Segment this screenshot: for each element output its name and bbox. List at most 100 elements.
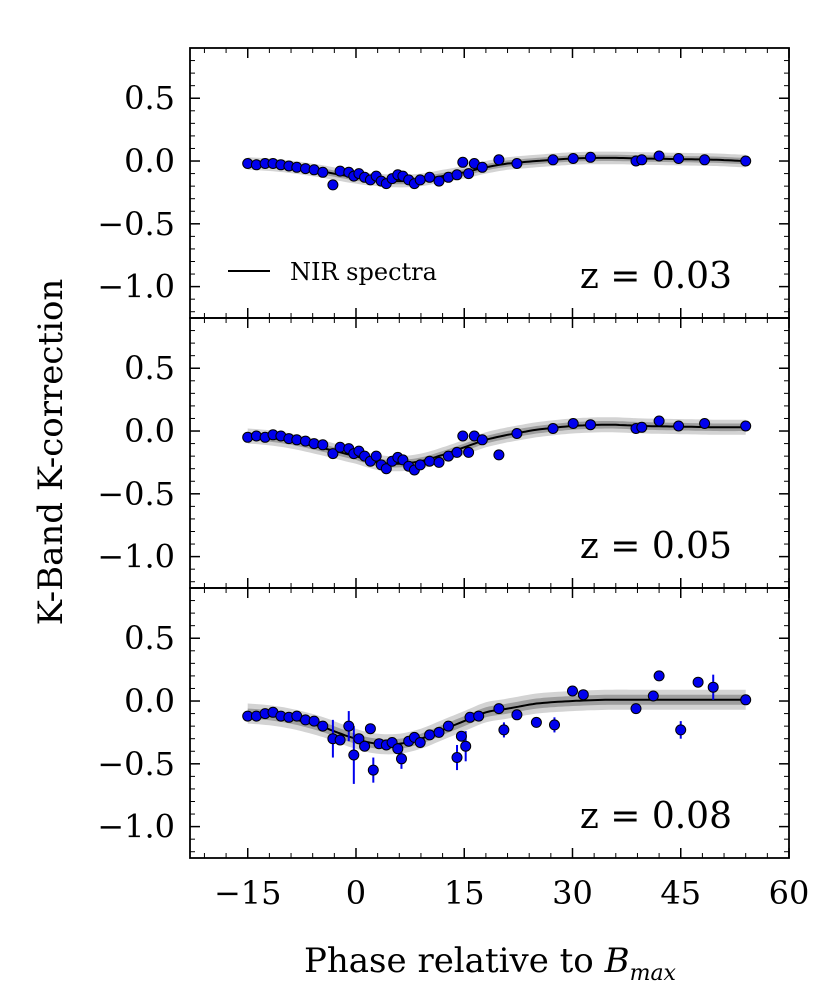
data-point	[740, 155, 752, 167]
data-point	[653, 150, 665, 162]
data-point	[707, 681, 719, 693]
data-point	[699, 418, 711, 429]
data-point	[653, 415, 665, 427]
data-point	[699, 154, 711, 166]
y-axis-title: K-Band K-correction	[31, 279, 71, 626]
data-point	[647, 690, 659, 702]
data-point	[653, 670, 665, 682]
data-point	[451, 169, 463, 181]
y-tick-label: −0.5	[97, 475, 175, 513]
data-point	[549, 719, 560, 731]
x-axis-title-symbol: B	[604, 941, 630, 981]
data-point	[457, 430, 469, 442]
data-point	[636, 154, 648, 166]
data-point	[673, 420, 685, 432]
data-point	[396, 753, 407, 765]
x-axis-title: Phase relative to Bmax	[304, 941, 677, 986]
x-tick-label: 45	[660, 874, 701, 912]
data-point	[414, 737, 426, 748]
data-point	[547, 423, 559, 434]
data-point	[740, 694, 752, 706]
data-point	[547, 154, 559, 166]
data-point	[577, 689, 589, 701]
data-point	[367, 764, 379, 776]
data-point	[463, 446, 475, 458]
data-point	[460, 740, 472, 752]
data-point	[567, 418, 579, 429]
data-point	[343, 720, 355, 732]
data-point	[630, 703, 642, 715]
data-point	[463, 168, 475, 180]
data-point	[455, 730, 467, 742]
y-tick-label: −1.0	[97, 268, 175, 306]
data-point	[567, 685, 578, 697]
model-band-inner	[247, 421, 746, 468]
data-point	[675, 724, 687, 736]
data-point	[424, 455, 436, 467]
data-point	[451, 446, 463, 458]
data-point	[392, 743, 404, 755]
panel-3: 0.5 0.0 −0.5 −1.0 z = 0.08	[97, 587, 790, 859]
panel-1: 0.5 0.0 −0.5 −1.0 z = 0.03 NIR spectra	[97, 47, 790, 319]
x-tick-label: 0	[346, 874, 366, 912]
data-point	[451, 752, 463, 763]
y-tick-label: 0.0	[124, 412, 175, 450]
data-point	[457, 156, 469, 168]
data-point	[511, 709, 523, 721]
data-point	[359, 740, 371, 752]
data-point	[473, 710, 485, 722]
data-point	[636, 421, 648, 433]
data-point	[493, 449, 505, 461]
data-point	[424, 171, 436, 183]
data-point	[317, 720, 329, 732]
data-point	[364, 723, 376, 735]
x-axis-title-main: Phase relative to	[304, 941, 605, 981]
x-tick-label: 15	[444, 874, 485, 912]
y-tick-label: −0.5	[97, 205, 175, 243]
y-tick-label: 0.5	[124, 619, 175, 657]
y-tick-label: −0.5	[97, 745, 175, 783]
data-point	[433, 175, 445, 187]
panel-frame	[189, 587, 790, 859]
data-point	[476, 161, 488, 173]
redshift-annotation: z = 0.08	[580, 796, 732, 837]
x-axis-title-subscript: max	[630, 961, 677, 986]
data-point	[327, 448, 339, 460]
data-point	[414, 459, 426, 471]
redshift-annotation: z = 0.03	[580, 256, 732, 297]
data-point	[353, 733, 365, 745]
data-point	[498, 724, 510, 736]
data-point	[567, 153, 579, 164]
panel-2: 0.5 0.0 −0.5 −1.0 z = 0.05	[97, 317, 790, 589]
x-tick-label: −15	[214, 874, 282, 912]
x-tick-label: 60	[769, 874, 810, 912]
legend: NIR spectra	[228, 258, 437, 286]
y-tick-label: 0.5	[124, 349, 175, 387]
y-tick-label: −1.0	[97, 538, 175, 576]
data-point	[493, 703, 505, 715]
data-point	[414, 174, 426, 186]
legend-label: NIR spectra	[290, 258, 437, 286]
data-point	[585, 151, 596, 163]
panels-layer: 0.5 0.0 −0.5 −1.0 z = 0.03 NIR spectra 0.5 0.0 −…	[97, 47, 810, 912]
data-point	[433, 726, 445, 738]
redshift-annotation: z = 0.05	[580, 526, 732, 567]
data-point	[433, 456, 445, 468]
data-point	[308, 715, 320, 727]
data-point	[327, 179, 339, 191]
data-point	[740, 420, 752, 432]
data-point	[585, 419, 596, 431]
data-point	[493, 154, 505, 166]
data-point	[334, 734, 346, 746]
data-point	[348, 749, 360, 761]
data-point	[476, 434, 488, 446]
data-point	[380, 463, 392, 475]
data-point	[530, 716, 542, 728]
data-point	[673, 153, 685, 164]
data-point	[424, 729, 436, 741]
data-point	[692, 676, 704, 688]
data-point	[511, 158, 523, 169]
data-point	[370, 450, 382, 462]
data-point	[317, 166, 329, 178]
